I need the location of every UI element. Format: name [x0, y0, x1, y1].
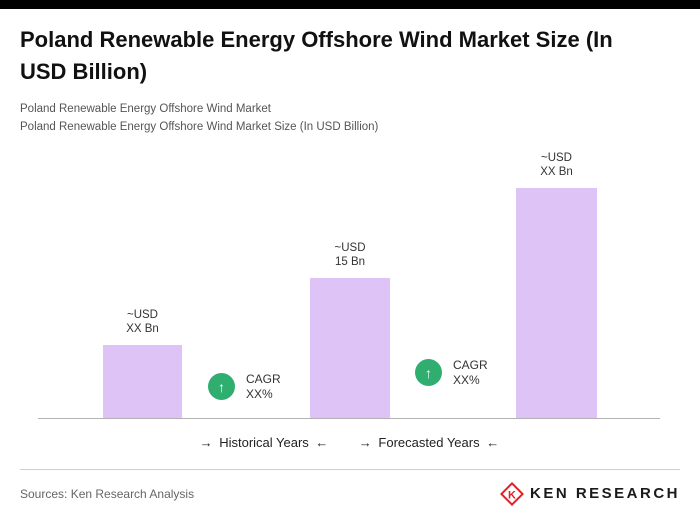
cagr-badge-forecast: ↑ CAGR XX% [415, 358, 488, 388]
ken-research-logo: K KEN RESEARCH [499, 481, 680, 506]
forecasted-years-label: Forecasted Years [378, 434, 480, 450]
up-arrow-glyph: ↑ [425, 364, 432, 381]
right-arrow-icon: → [358, 434, 372, 450]
cagr-text: CAGR XX% [453, 358, 488, 388]
subtitle-line-2: Poland Renewable Energy Offshore Wind Ma… [20, 120, 379, 133]
bar-value-label: ~USD XX Bn [540, 151, 573, 179]
logo-k-icon: K [499, 481, 524, 506]
cagr-text: CAGR XX% [246, 372, 281, 402]
up-arrow-icon: ↑ [415, 359, 442, 387]
bar-value-line2: 15 Bn [334, 255, 366, 268]
page-title: Poland Renewable Energy Offshore Wind Ma… [20, 27, 613, 84]
x-axis-labels: → Historical Years ← → Forecasted Years … [20, 425, 680, 459]
bar-value-label: ~USD XX Bn [126, 308, 159, 336]
axis-label-historical: → Historical Years ← [197, 435, 332, 450]
left-arrow-icon: ← [486, 434, 500, 450]
bar-value-line1: ~USD [540, 151, 572, 164]
bar-value-line1: ~USD [126, 308, 158, 321]
historical-years-label: Historical Years [219, 434, 309, 450]
right-arrow-icon: → [199, 434, 213, 450]
cagr-value: XX% [453, 372, 480, 387]
subtitle-line-1: Poland Renewable Energy Offshore Wind Ma… [20, 102, 272, 115]
bar-forecast [516, 187, 597, 418]
bar-chart: ~USD XX Bn ~USD 15 Bn ~USD XX Bn ↑ [38, 146, 660, 419]
axis-label-forecasted: → Forecasted Years ← [356, 435, 502, 450]
sources-text: Sources: Ken Research Analysis [20, 486, 195, 501]
report-content: Poland Renewable Energy Offshore Wind Ma… [0, 24, 700, 506]
cagr-label: CAGR [246, 371, 281, 386]
bar-group-current: ~USD 15 Bn [310, 241, 390, 418]
bar-group-historical: ~USD XX Bn [103, 308, 182, 418]
left-arrow-icon: ← [315, 434, 329, 450]
logo-text: KEN RESEARCH [529, 485, 680, 503]
bar-value-label: ~USD 15 Bn [335, 241, 366, 269]
svg-text:K: K [508, 489, 516, 501]
footer-divider [20, 468, 680, 470]
bar-historical [103, 344, 182, 418]
up-arrow-icon: ↑ [208, 373, 235, 401]
bar-value-line1: ~USD [334, 241, 366, 254]
top-black-bar [0, 0, 700, 9]
up-arrow-glyph: ↑ [218, 378, 225, 395]
bar-group-forecast: ~USD XX Bn [516, 151, 597, 418]
bar-value-line2: XX Bn [126, 322, 159, 335]
cagr-badge-historical: ↑ CAGR XX% [208, 372, 281, 402]
bar-value-line2: XX Bn [540, 165, 573, 178]
bar-current [310, 277, 390, 418]
cagr-value: XX% [246, 386, 273, 401]
cagr-label: CAGR [453, 357, 488, 372]
footer: Sources: Ken Research Analysis K KEN RES… [20, 470, 680, 506]
